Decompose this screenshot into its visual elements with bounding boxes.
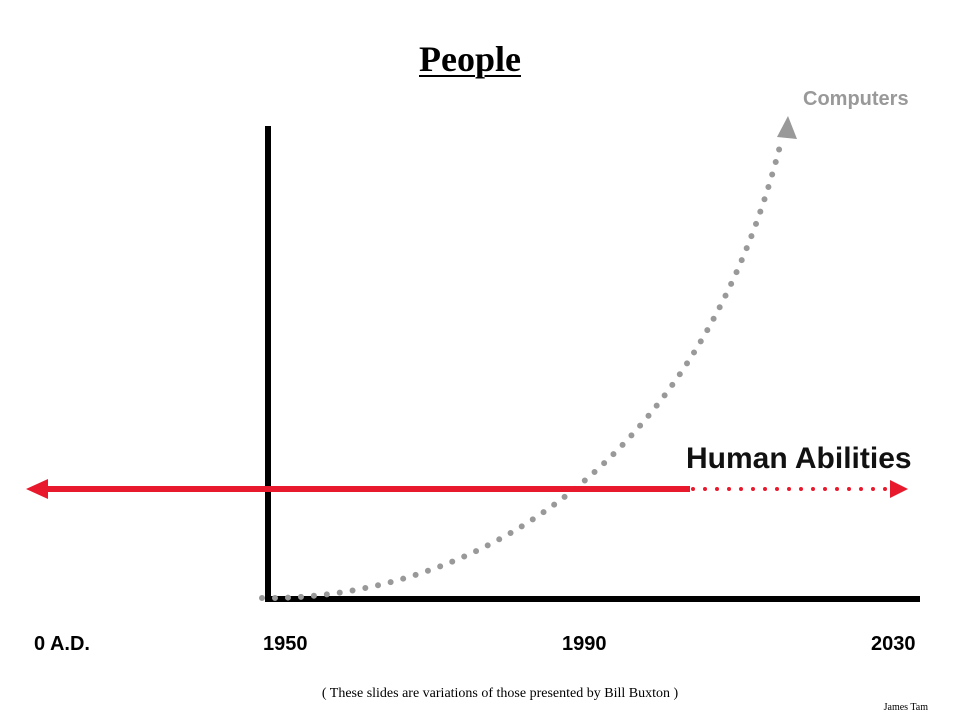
human-abilities-label: Human Abilities xyxy=(686,442,912,476)
footnote: ( These slides are variations of those p… xyxy=(0,686,960,702)
computers-label: Computers xyxy=(803,88,909,111)
human-abilities-left-arrowhead xyxy=(26,479,48,499)
timeline-tick-2030: 2030 xyxy=(871,633,916,656)
timeline-tick-1990: 1990 xyxy=(562,633,607,656)
author-credit: James Tam xyxy=(884,702,928,713)
timeline-tick-1950: 1950 xyxy=(263,633,308,656)
computers-curve xyxy=(262,138,782,598)
computers-arrowhead xyxy=(777,116,797,139)
human-abilities-right-arrowhead xyxy=(890,480,908,498)
timeline-tick-0ad: 0 A.D. xyxy=(34,633,90,656)
